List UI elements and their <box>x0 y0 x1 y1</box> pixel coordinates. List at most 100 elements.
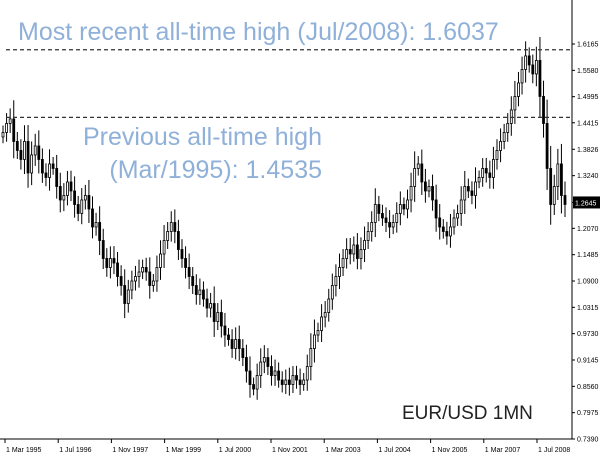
candle <box>466 178 470 199</box>
candle-body <box>316 330 320 336</box>
candle <box>66 170 69 206</box>
candle <box>513 80 517 124</box>
candle <box>55 154 59 199</box>
candle <box>495 139 499 170</box>
candle <box>334 264 338 297</box>
candle-body <box>545 123 549 169</box>
candle <box>330 273 334 310</box>
candle-body <box>112 258 116 264</box>
candle-body <box>348 249 352 255</box>
x-tick-label: 1 Jul 1996 <box>59 447 91 454</box>
candle-body <box>134 276 137 282</box>
candle <box>552 174 556 216</box>
candle <box>230 329 234 358</box>
candle-body <box>449 226 452 237</box>
candle <box>266 348 270 376</box>
candle <box>40 148 44 183</box>
candle-body <box>499 141 502 151</box>
candle <box>320 304 323 343</box>
candle <box>227 328 230 346</box>
candle <box>506 113 510 142</box>
candle <box>162 224 166 268</box>
candle <box>305 354 309 391</box>
candle <box>388 210 391 239</box>
candle-body <box>459 199 463 214</box>
candle <box>151 274 155 292</box>
candle <box>255 363 259 400</box>
candle-body <box>148 271 152 286</box>
candle <box>69 170 73 202</box>
candle-body <box>266 357 270 367</box>
candle <box>395 202 399 233</box>
candle-body <box>373 204 377 223</box>
candle-body <box>19 150 23 160</box>
candle-body <box>413 168 417 187</box>
candle-body <box>388 222 391 228</box>
candle <box>287 367 291 396</box>
candle <box>499 128 502 163</box>
candle <box>273 359 277 386</box>
candle-body <box>552 186 556 205</box>
y-tick-label: 1.1485 <box>577 252 599 259</box>
candle-body <box>381 213 384 219</box>
candle-body <box>194 285 198 295</box>
y-tick-label: 0.7390 <box>577 437 599 444</box>
candle <box>209 292 213 318</box>
candle <box>73 176 76 218</box>
candle-body <box>15 141 19 151</box>
candle <box>316 322 320 343</box>
candle-body <box>527 55 531 66</box>
y-tick-label: 1.5580 <box>577 68 599 75</box>
candle-body <box>416 163 420 169</box>
previous-high-annotation-line1: Previous all-time high <box>83 123 322 151</box>
candle-body <box>291 375 295 385</box>
candle-body <box>488 172 492 178</box>
candle <box>434 184 438 232</box>
candle <box>37 130 41 174</box>
candle <box>370 211 374 242</box>
candle <box>284 369 288 395</box>
candle-body <box>255 375 259 390</box>
candle <box>391 214 395 235</box>
candle-body <box>116 262 119 277</box>
candle <box>381 204 384 226</box>
candle-body <box>73 190 76 205</box>
candle <box>130 270 134 300</box>
candle-body <box>409 186 413 201</box>
candle-body <box>155 267 159 282</box>
plot-frame <box>0 0 573 440</box>
candle <box>463 170 467 214</box>
candle-body <box>223 325 227 336</box>
candle <box>377 195 381 222</box>
candle-body <box>395 213 399 223</box>
candle-body <box>423 181 427 192</box>
candle <box>366 222 370 249</box>
candle <box>348 238 352 265</box>
candle-body <box>406 199 409 210</box>
candle <box>309 333 313 381</box>
candle-body <box>363 240 366 250</box>
candle-body <box>1 132 5 138</box>
candle-body <box>341 258 345 268</box>
candle-body <box>434 199 438 219</box>
candle <box>488 160 492 189</box>
candle <box>58 172 62 213</box>
candle <box>409 172 413 213</box>
candle <box>15 132 19 159</box>
candle <box>298 368 302 395</box>
x-tick-label: 1 Jul 2004 <box>378 447 410 454</box>
candle <box>441 219 445 239</box>
candle <box>427 179 431 198</box>
candle <box>384 207 388 233</box>
candle <box>517 71 520 107</box>
candle-body <box>98 222 102 241</box>
candle <box>345 238 349 269</box>
candle <box>545 99 549 190</box>
candle <box>502 123 506 150</box>
candle-body <box>327 298 331 313</box>
x-tick-label: 1 Mar 1995 <box>6 447 42 454</box>
y-tick-label: 1.2070 <box>577 226 599 233</box>
candle-body <box>466 186 470 192</box>
candle-body <box>359 249 363 259</box>
